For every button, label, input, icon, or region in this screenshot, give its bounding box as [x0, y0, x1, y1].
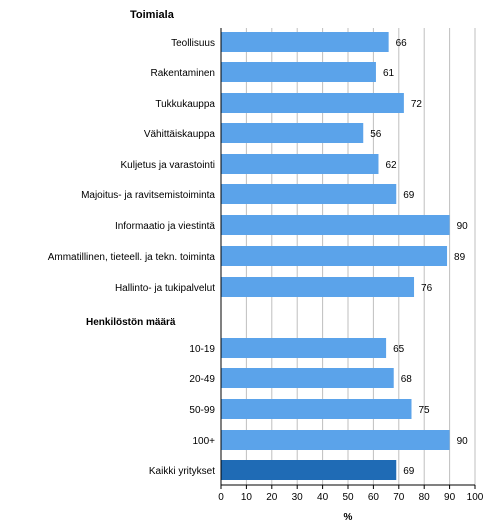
- category-label-2: Tukkukauppa: [155, 99, 215, 110]
- bar-10: [221, 368, 394, 388]
- category-label-9: 10-19: [189, 344, 215, 355]
- value-label-10: 68: [401, 374, 413, 385]
- category-labels: Teollisuus Rakentaminen Tukkukauppa Vähittä…: [48, 38, 216, 477]
- x-tick-label-20: 20: [266, 492, 278, 503]
- category-label-13: Kaikki yritykset: [149, 466, 215, 477]
- x-tick-label-50: 50: [342, 492, 354, 503]
- x-tick-label-10: 10: [241, 492, 253, 503]
- bar-0: [221, 32, 389, 52]
- bar-12: [221, 430, 450, 450]
- bar-6: [221, 215, 450, 235]
- value-label-0: 66: [396, 38, 408, 49]
- x-tick-label-70: 70: [393, 492, 405, 503]
- value-label-2: 72: [411, 99, 423, 110]
- section-header-henkiloston-maara: Henkilöstön määrä: [86, 317, 176, 328]
- value-labels: 66 61 72 56 62 69 90 89 76 65 68 75 90 69: [370, 38, 468, 477]
- value-label-4: 62: [385, 160, 397, 171]
- category-label-7: Ammatillinen, tieteell. ja tekn. toimint…: [48, 252, 216, 263]
- category-label-12: 100+: [192, 436, 215, 447]
- x-tick-label-90: 90: [444, 492, 456, 503]
- category-label-3: Vähittäiskauppa: [144, 129, 216, 140]
- section-header-toimiala: Toimiala: [130, 9, 175, 21]
- bar-1: [221, 62, 376, 82]
- category-label-8: Hallinto- ja tukipalvelut: [115, 283, 215, 294]
- value-label-13: 69: [403, 466, 415, 477]
- value-label-3: 56: [370, 129, 382, 140]
- category-label-1: Rakentaminen: [151, 68, 215, 79]
- value-label-9: 65: [393, 344, 405, 355]
- bar-7: [221, 246, 448, 266]
- value-label-5: 69: [403, 190, 415, 201]
- category-label-6: Informaatio ja viestintä: [115, 221, 215, 232]
- bar-4: [221, 154, 379, 174]
- x-axis: 0 10 20 30 40 50 60 70 80 90 100: [218, 28, 484, 503]
- bar-3: [221, 123, 364, 143]
- x-tick-label-40: 40: [317, 492, 329, 503]
- x-axis-label: %: [344, 512, 353, 523]
- x-tick-label-30: 30: [292, 492, 304, 503]
- value-label-11: 75: [419, 405, 431, 416]
- value-label-8: 76: [421, 283, 433, 294]
- x-tick-label-0: 0: [218, 492, 224, 503]
- bar-8: [221, 277, 415, 297]
- x-tick-label-80: 80: [419, 492, 431, 503]
- bar-5: [221, 184, 397, 204]
- value-label-6: 90: [457, 221, 469, 232]
- bars: [221, 32, 450, 480]
- category-label-10: 20-49: [189, 374, 215, 385]
- x-tick-label-100: 100: [467, 492, 484, 503]
- category-label-0: Teollisuus: [171, 38, 215, 49]
- x-tick-label-60: 60: [368, 492, 380, 503]
- category-label-4: Kuljetus ja varastointi: [121, 160, 216, 171]
- bar-13: [221, 460, 397, 480]
- bar-9: [221, 338, 387, 358]
- value-label-12: 90: [457, 436, 469, 447]
- category-label-5: Majoitus- ja ravitsemistoiminta: [81, 190, 215, 201]
- value-label-7: 89: [454, 252, 466, 263]
- category-label-11: 50-99: [189, 405, 215, 416]
- bar-11: [221, 399, 412, 419]
- bar-2: [221, 93, 404, 113]
- value-label-1: 61: [383, 68, 395, 79]
